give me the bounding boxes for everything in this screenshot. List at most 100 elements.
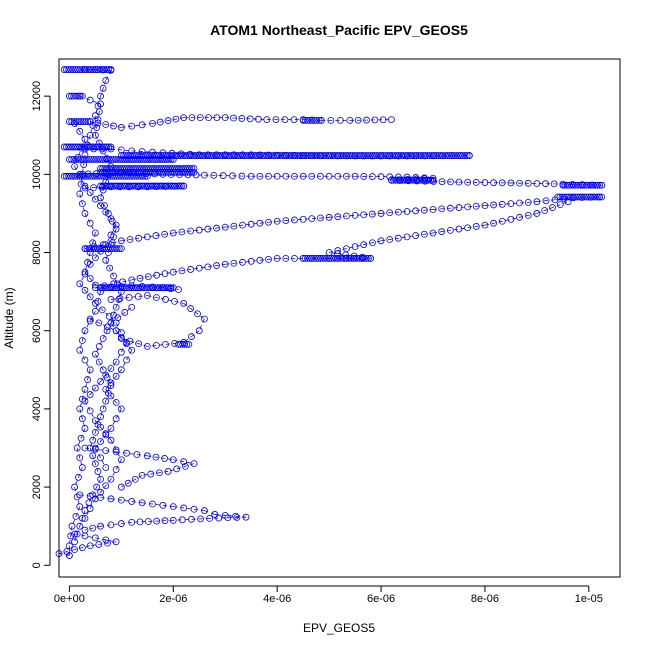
- data-point: [149, 500, 156, 508]
- data-point: [343, 245, 350, 253]
- data-point: [355, 152, 363, 159]
- data-point: [78, 172, 86, 180]
- data-point: [420, 176, 428, 184]
- series-segment: [380, 232, 434, 242]
- data-point: [438, 228, 446, 236]
- data-point: [437, 152, 445, 159]
- data-point: [65, 143, 73, 151]
- data-point: [162, 340, 169, 348]
- data-point: [507, 179, 515, 187]
- data-point: [550, 180, 558, 188]
- data-point: [159, 501, 167, 509]
- data-point: [591, 181, 599, 189]
- data-point: [224, 514, 232, 522]
- data-point: [156, 156, 164, 163]
- data-point: [121, 309, 129, 316]
- data-point: [582, 193, 590, 201]
- data-point: [136, 274, 144, 282]
- data-point: [541, 207, 549, 214]
- data-point: [112, 466, 120, 473]
- data-point: [126, 172, 134, 180]
- data-point: [164, 168, 172, 176]
- data-point: [110, 122, 117, 130]
- data-point: [285, 152, 293, 159]
- series-segment: [167, 463, 195, 472]
- x-tick-label: 8e-06: [471, 593, 499, 605]
- data-point: [211, 511, 219, 518]
- data-point: [88, 156, 95, 163]
- data-point: [105, 143, 113, 151]
- chart-title: ATOM1 Northeast_Pacific EPV_GEOS5: [210, 22, 468, 38]
- data-point: [395, 152, 403, 159]
- data-point: [112, 221, 120, 229]
- data-point: [344, 152, 352, 159]
- data-point: [567, 193, 575, 201]
- data-point: [112, 319, 120, 327]
- data-point: [196, 114, 204, 122]
- data-point: [91, 495, 99, 503]
- data-point: [153, 165, 161, 172]
- data-point: [194, 310, 201, 318]
- data-point: [123, 284, 131, 292]
- series-segment: [432, 224, 486, 234]
- data-point: [524, 211, 532, 219]
- data-point: [152, 453, 160, 461]
- series-segment: [95, 447, 107, 468]
- data-point: [107, 475, 115, 483]
- data-point: [377, 210, 385, 217]
- x-tick-label: 6e-06: [367, 593, 395, 605]
- data-point: [208, 152, 216, 159]
- data-point: [104, 539, 111, 547]
- series-segment: [152, 117, 184, 124]
- data-point: [282, 172, 290, 180]
- data-point: [123, 356, 130, 364]
- data-point: [585, 181, 593, 189]
- data-point: [91, 131, 99, 139]
- data-point: [130, 172, 138, 180]
- data-point: [340, 152, 348, 159]
- data-point: [117, 483, 125, 491]
- data-point: [112, 165, 120, 172]
- data-point: [69, 172, 77, 180]
- data-point: [195, 226, 203, 234]
- data-point: [180, 182, 188, 190]
- data-point: [110, 156, 117, 163]
- data-point: [369, 152, 376, 159]
- data-point: [414, 176, 422, 184]
- data-point: [247, 220, 255, 228]
- data-point: [97, 100, 104, 108]
- data-point: [123, 165, 131, 172]
- data-point: [163, 156, 171, 163]
- data-point: [97, 522, 104, 530]
- data-point: [299, 116, 307, 124]
- data-point: [377, 237, 385, 245]
- data-point: [97, 438, 104, 445]
- series-segment: [147, 455, 174, 461]
- data-point: [447, 178, 454, 186]
- data-point: [455, 178, 463, 186]
- data-point: [308, 215, 316, 223]
- data-point: [99, 156, 106, 163]
- data-point: [158, 284, 166, 292]
- data-point: [490, 219, 498, 227]
- series-segment: [110, 148, 132, 152]
- data-point: [134, 284, 142, 292]
- data-point: [89, 66, 97, 73]
- data-point: [73, 530, 81, 538]
- data-point: [325, 213, 333, 221]
- data-point: [82, 172, 90, 180]
- data-point: [167, 156, 175, 163]
- data-point: [129, 182, 137, 190]
- data-point: [377, 173, 385, 181]
- data-point: [308, 172, 316, 180]
- data-point: [221, 152, 229, 159]
- data-point: [149, 120, 156, 127]
- data-point: [103, 143, 110, 151]
- data-point: [386, 209, 394, 217]
- data-point: [299, 172, 307, 180]
- data-point: [123, 182, 131, 190]
- data-point: [97, 475, 104, 483]
- data-point: [304, 116, 312, 124]
- data-point: [108, 182, 115, 190]
- data-point: [86, 542, 94, 550]
